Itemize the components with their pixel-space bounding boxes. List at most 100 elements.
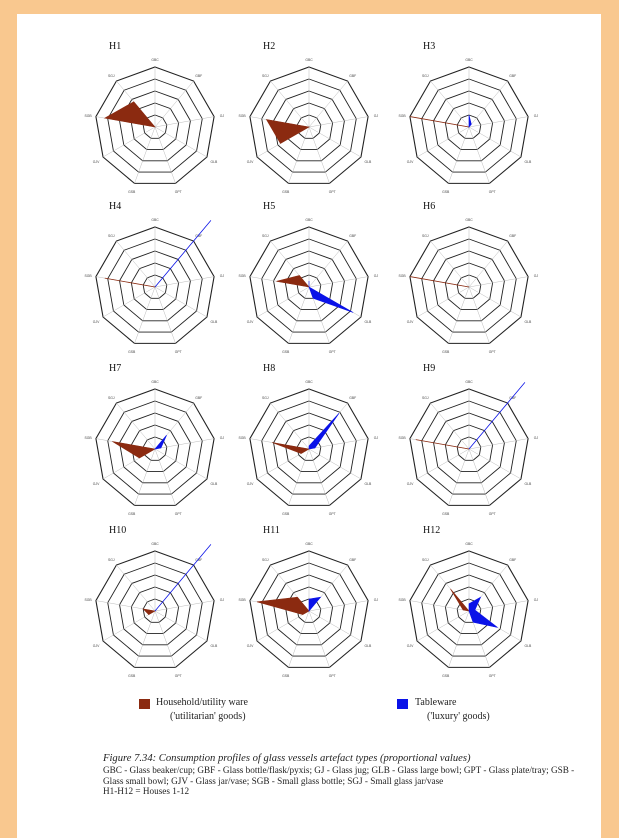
legend-household-swatch <box>139 699 150 709</box>
axis-label: GSB <box>282 190 290 194</box>
grid-ring <box>142 436 168 461</box>
grid-ring <box>130 586 180 635</box>
axis-label: GLB <box>364 644 372 648</box>
grid-spoke <box>154 600 215 612</box>
axis-label: GJ <box>220 436 225 440</box>
axis-label: GSB <box>282 674 290 678</box>
grid-ring <box>421 238 517 333</box>
grid-ring <box>409 226 529 344</box>
grid-ring <box>284 424 334 473</box>
panel-title: H12 <box>423 525 440 536</box>
grid-spoke <box>430 240 470 288</box>
radar-panel-h11: H11 GBC GBF GJ GLB GPT GSB GJV SGB SGJ <box>238 525 378 678</box>
axis-label: GBC <box>465 542 473 546</box>
grid-ring <box>249 226 369 344</box>
radar-chart-grid: H1 GBC GBF GJ GLB GPT GSB GJV SGB SGJ H2 GBC GBF GJ GL… <box>84 41 539 678</box>
grid-spoke <box>308 240 348 288</box>
axis-label: SGB <box>84 598 92 602</box>
series-household-area <box>103 101 156 128</box>
grid-ring <box>261 562 357 657</box>
panel-title: H1 <box>109 41 121 52</box>
grid-ring <box>409 388 529 506</box>
grid-spoke <box>288 286 310 344</box>
axis-label: GLB <box>210 644 218 648</box>
grid-spoke <box>102 610 156 642</box>
grid-spoke <box>154 286 176 344</box>
grid-spoke <box>116 240 156 288</box>
axis-label: GBC <box>465 218 473 222</box>
grid-spoke <box>134 610 156 668</box>
series-household-area <box>276 275 310 288</box>
axis-label: GBF <box>349 234 356 238</box>
axis-label: GBC <box>151 542 159 546</box>
caption-abbreviations: GBC - Glass beaker/cup; GBF - Glass bott… <box>103 764 575 786</box>
legend-tableware-label: Tableware <box>415 697 457 708</box>
grid-spoke <box>288 126 310 184</box>
grid-ring <box>261 400 357 495</box>
axis-label: GJV <box>247 482 254 486</box>
axis-label: GBF <box>349 74 356 78</box>
grid-spoke <box>134 126 156 184</box>
grid-ring <box>409 550 529 668</box>
grid-ring <box>284 262 334 311</box>
grid-ring <box>107 400 203 495</box>
grid-ring <box>444 586 494 635</box>
grid-ring <box>273 412 345 484</box>
grid-ring <box>444 262 494 311</box>
grid-ring <box>296 436 322 461</box>
axis-label: GSB <box>442 350 450 354</box>
grid-spoke <box>468 600 529 612</box>
axis-label: GBF <box>195 74 202 78</box>
axis-label: GJ <box>534 114 539 118</box>
grid-spoke <box>416 286 470 318</box>
grid-spoke <box>468 448 490 506</box>
grid-ring <box>273 574 345 646</box>
axis-label: SGB <box>398 114 406 118</box>
grid-spoke <box>409 600 470 612</box>
grid-ring <box>421 400 517 495</box>
grid-spoke <box>288 448 310 506</box>
grid-spoke <box>468 240 508 288</box>
axis-label: SGJ <box>422 558 429 562</box>
series-household-area <box>272 442 310 454</box>
grid-spoke <box>468 116 529 128</box>
radar-panel-h3: H3 GBC GBF GJ GLB GPT GSB GJV SGB SGJ <box>398 41 538 194</box>
radar-panel-h8: H8 GBC GBF GJ GLB GPT GSB GJV SGB SGJ <box>238 363 378 516</box>
series-tableware-area <box>154 220 212 288</box>
legend-tableware-sublabel: ('luxury' goods) <box>427 711 490 722</box>
grid-ring <box>249 388 369 506</box>
grid-spoke <box>430 402 470 450</box>
axis-label: GPT <box>175 512 182 516</box>
axis-label: GSB <box>282 512 290 516</box>
axis-label: GJ <box>374 436 379 440</box>
axis-label: SGB <box>398 274 406 278</box>
axis-label: GJ <box>534 436 539 440</box>
grid-spoke <box>154 126 208 158</box>
axis-label: GLB <box>210 320 218 324</box>
axis-label: GPT <box>329 512 336 516</box>
axis-label: GJV <box>247 320 254 324</box>
panel-title: H5 <box>263 201 275 212</box>
grid-spoke <box>308 600 369 612</box>
axis-label: GPT <box>175 350 182 354</box>
grid-spoke <box>308 448 362 480</box>
axis-label: GBF <box>509 558 516 562</box>
radar-panel-h1: H1 GBC GBF GJ GLB GPT GSB GJV SGB SGJ <box>84 41 224 194</box>
grid-spoke <box>468 276 529 288</box>
grid-spoke <box>154 116 215 128</box>
legend-household-label: Household/utility ware <box>156 697 248 708</box>
figure-caption: Figure 7.34: Consumption profiles of gla… <box>103 753 583 797</box>
grid-spoke <box>308 116 369 128</box>
axis-label: SGB <box>84 436 92 440</box>
axis-label: GLB <box>364 160 372 164</box>
grid-spoke <box>134 448 156 506</box>
grid-ring <box>433 574 505 646</box>
grid-ring <box>95 388 215 506</box>
series-tableware-area <box>468 382 526 450</box>
grid-spoke <box>256 610 310 642</box>
axis-label: GSB <box>442 512 450 516</box>
axis-label: GJV <box>93 320 100 324</box>
axis-label: SGJ <box>422 74 429 78</box>
axis-label: GBF <box>195 558 202 562</box>
series-tableware-area <box>468 114 472 128</box>
